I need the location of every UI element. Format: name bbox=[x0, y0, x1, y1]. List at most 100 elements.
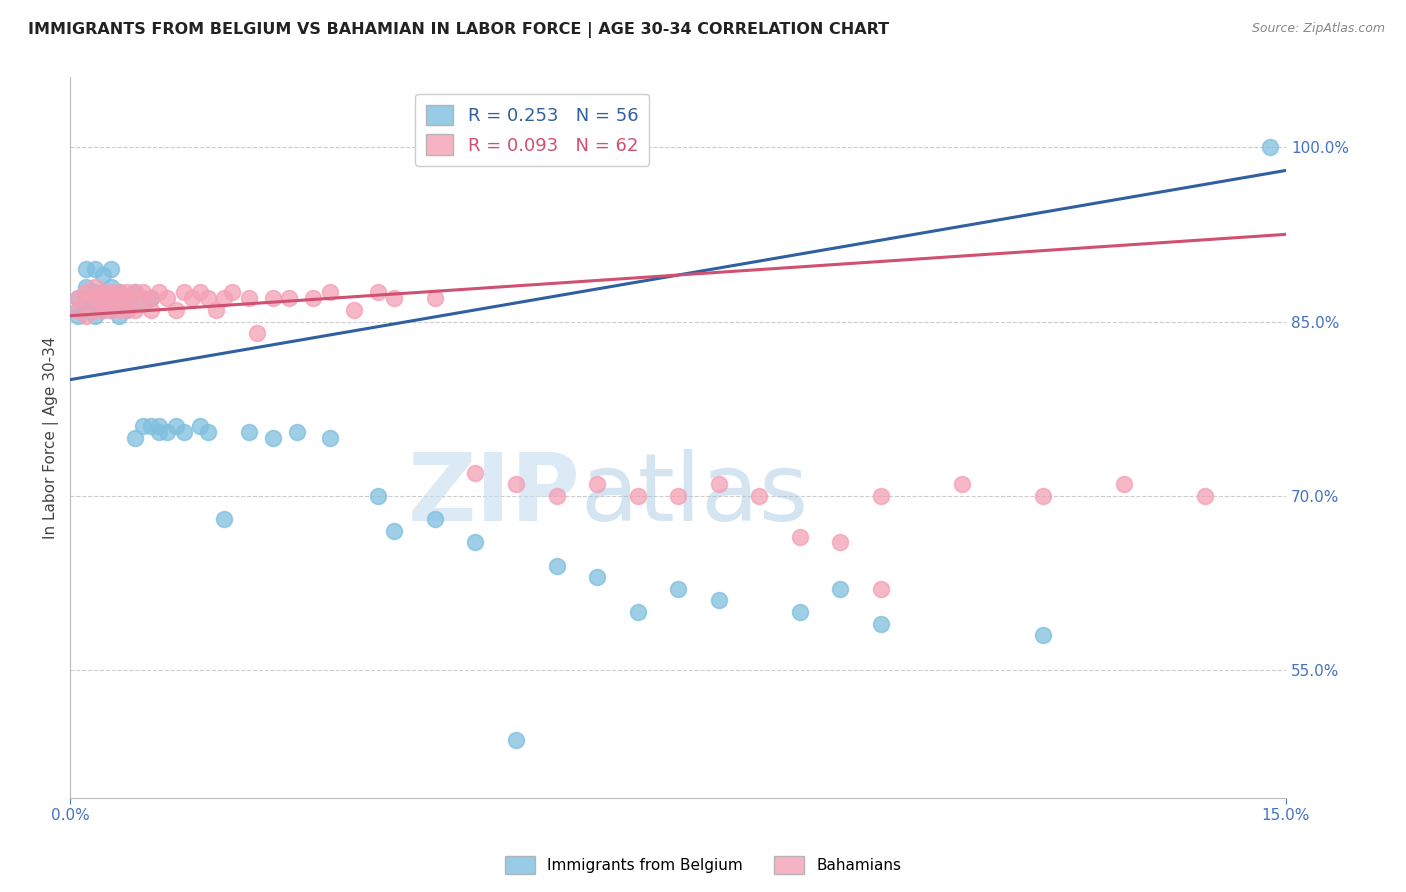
Point bbox=[91, 291, 114, 305]
Point bbox=[238, 291, 260, 305]
Point bbox=[464, 466, 486, 480]
Point bbox=[1032, 489, 1054, 503]
Point bbox=[148, 285, 170, 300]
Text: ZIP: ZIP bbox=[408, 450, 581, 541]
Point bbox=[100, 302, 122, 317]
Point bbox=[75, 262, 97, 277]
Point bbox=[830, 582, 852, 596]
Point bbox=[124, 302, 146, 317]
Point bbox=[75, 279, 97, 293]
Point bbox=[238, 425, 260, 439]
Point bbox=[505, 733, 527, 747]
Point bbox=[91, 268, 114, 282]
Point bbox=[464, 535, 486, 549]
Point bbox=[100, 291, 122, 305]
Point bbox=[626, 489, 648, 503]
Point bbox=[83, 262, 105, 277]
Point bbox=[156, 425, 179, 439]
Point bbox=[132, 297, 155, 311]
Point bbox=[666, 489, 689, 503]
Point bbox=[141, 291, 163, 305]
Point bbox=[108, 309, 131, 323]
Point bbox=[91, 302, 114, 317]
Point bbox=[262, 431, 284, 445]
Point bbox=[707, 477, 730, 491]
Point bbox=[75, 291, 97, 305]
Point bbox=[1258, 140, 1281, 154]
Point bbox=[205, 302, 228, 317]
Point bbox=[384, 291, 406, 305]
Point bbox=[108, 297, 131, 311]
Point bbox=[626, 605, 648, 619]
Point bbox=[132, 419, 155, 434]
Point bbox=[546, 558, 568, 573]
Point bbox=[586, 570, 609, 584]
Point bbox=[197, 291, 219, 305]
Point bbox=[67, 291, 90, 305]
Point bbox=[83, 309, 105, 323]
Point bbox=[67, 302, 90, 317]
Point bbox=[748, 489, 770, 503]
Point bbox=[83, 285, 105, 300]
Point bbox=[246, 326, 269, 340]
Text: Source: ZipAtlas.com: Source: ZipAtlas.com bbox=[1251, 22, 1385, 36]
Point bbox=[141, 302, 163, 317]
Point bbox=[367, 489, 389, 503]
Point bbox=[148, 425, 170, 439]
Point bbox=[173, 285, 195, 300]
Legend: R = 0.253   N = 56, R = 0.093   N = 62: R = 0.253 N = 56, R = 0.093 N = 62 bbox=[415, 94, 650, 166]
Point bbox=[343, 302, 366, 317]
Point bbox=[108, 302, 131, 317]
Point bbox=[262, 291, 284, 305]
Point bbox=[278, 291, 301, 305]
Point bbox=[75, 291, 97, 305]
Point bbox=[100, 279, 122, 293]
Point bbox=[212, 291, 235, 305]
Text: atlas: atlas bbox=[581, 450, 808, 541]
Point bbox=[666, 582, 689, 596]
Point bbox=[1112, 477, 1135, 491]
Point bbox=[173, 425, 195, 439]
Point bbox=[197, 425, 219, 439]
Legend: Immigrants from Belgium, Bahamians: Immigrants from Belgium, Bahamians bbox=[499, 850, 907, 880]
Point bbox=[384, 524, 406, 538]
Point bbox=[83, 302, 105, 317]
Point bbox=[188, 285, 211, 300]
Point bbox=[83, 279, 105, 293]
Point bbox=[108, 285, 131, 300]
Point bbox=[75, 301, 97, 315]
Point bbox=[67, 291, 90, 305]
Point bbox=[124, 285, 146, 300]
Point bbox=[115, 291, 138, 305]
Y-axis label: In Labor Force | Age 30-34: In Labor Force | Age 30-34 bbox=[44, 336, 59, 539]
Point bbox=[141, 419, 163, 434]
Point bbox=[707, 593, 730, 607]
Point bbox=[165, 419, 187, 434]
Point bbox=[1032, 628, 1054, 642]
Point bbox=[124, 285, 146, 300]
Point bbox=[148, 419, 170, 434]
Point bbox=[423, 291, 446, 305]
Point bbox=[869, 582, 891, 596]
Point bbox=[318, 431, 340, 445]
Point bbox=[115, 291, 138, 305]
Point bbox=[367, 285, 389, 300]
Point bbox=[546, 489, 568, 503]
Point bbox=[115, 285, 138, 300]
Point bbox=[91, 302, 114, 317]
Point bbox=[505, 477, 527, 491]
Point bbox=[221, 285, 243, 300]
Point bbox=[950, 477, 973, 491]
Point bbox=[586, 477, 609, 491]
Point bbox=[83, 291, 105, 305]
Point bbox=[132, 291, 155, 305]
Point bbox=[141, 291, 163, 305]
Point bbox=[165, 302, 187, 317]
Point bbox=[124, 431, 146, 445]
Text: IMMIGRANTS FROM BELGIUM VS BAHAMIAN IN LABOR FORCE | AGE 30-34 CORRELATION CHART: IMMIGRANTS FROM BELGIUM VS BAHAMIAN IN L… bbox=[28, 22, 889, 38]
Point bbox=[156, 291, 179, 305]
Point bbox=[91, 285, 114, 300]
Point bbox=[75, 285, 97, 300]
Point bbox=[100, 291, 122, 305]
Point bbox=[285, 425, 308, 439]
